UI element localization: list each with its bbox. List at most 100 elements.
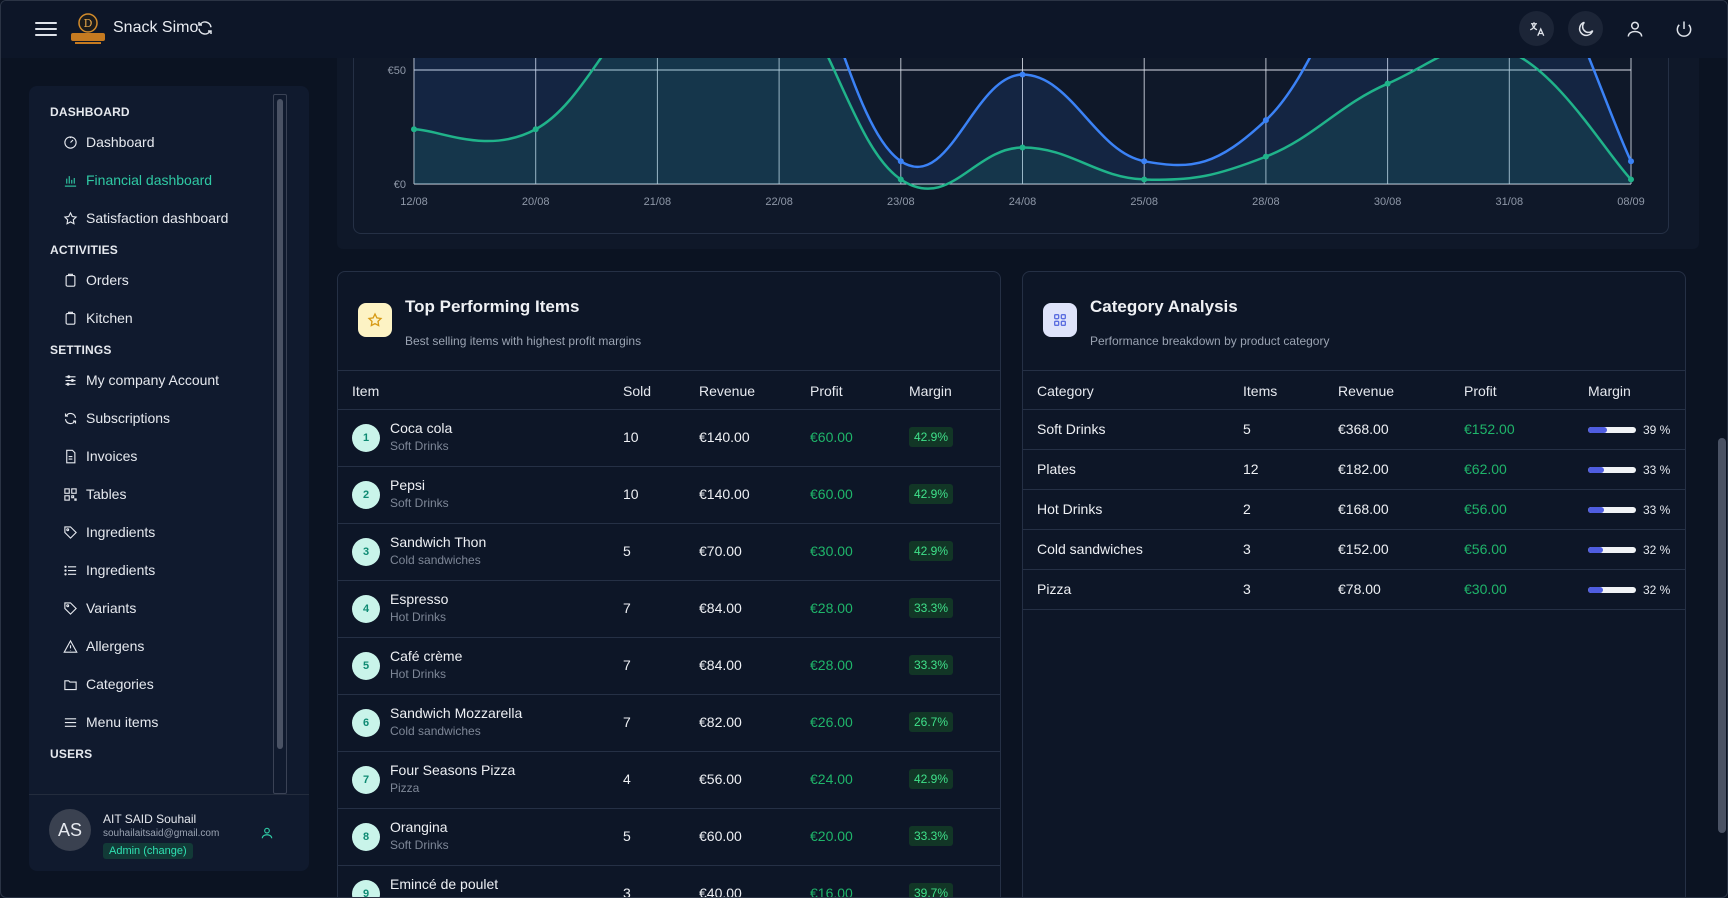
col-header-revenue[interactable]: Revenue — [699, 383, 756, 399]
item-profit: €60.00 — [810, 486, 853, 502]
sidebar-item-financial-dashboard[interactable]: Financial dashboard — [63, 167, 212, 193]
table-row[interactable]: Pizza 3 €78.00 €30.00 32 % — [1023, 570, 1685, 610]
theme-toggle-button[interactable] — [1568, 11, 1603, 46]
svg-text:D: D — [84, 17, 93, 30]
col-header-profit[interactable]: Profit — [810, 383, 843, 399]
sidebar-item-dashboard[interactable]: Dashboard — [63, 129, 155, 155]
sidebar-item-my-company-account[interactable]: My company Account — [63, 367, 219, 393]
table-row[interactable]: Plates 12 €182.00 €62.00 33 % — [1023, 450, 1685, 490]
item-sold: 10 — [623, 429, 639, 445]
table-row[interactable]: 2 Pepsi Soft Drinks 10 €140.00 €60.00 42.9% — [338, 467, 1000, 524]
margin-bar-fill — [1588, 427, 1607, 433]
sidebar-item-invoices[interactable]: Invoices — [63, 443, 137, 469]
main-scrollbar[interactable] — [1717, 58, 1727, 897]
sidebar-item-label: Allergens — [86, 638, 145, 654]
col-header-revenue[interactable]: Revenue — [1338, 383, 1395, 399]
translate-button[interactable] — [1519, 11, 1554, 46]
sidebar-item-kitchen[interactable]: Kitchen — [63, 305, 133, 331]
col-header-category[interactable]: Category — [1037, 383, 1094, 399]
x-tick-label: 24/08 — [1009, 196, 1037, 208]
table-row[interactable]: 8 Orangina Soft Drinks 5 €60.00 €20.00 33.3% — [338, 809, 1000, 866]
category-items: 3 — [1243, 541, 1251, 557]
sidebar-item-menu-items[interactable]: Menu items — [63, 709, 158, 735]
margin-bar — [1588, 507, 1636, 513]
table-row[interactable]: Cold sandwiches 3 €152.00 €56.00 32 % — [1023, 530, 1685, 570]
x-tick-label: 21/08 — [644, 196, 672, 208]
col-header-profit[interactable]: Profit — [1464, 383, 1497, 399]
margin-badge: 42.9% — [909, 484, 954, 504]
col-header-margin[interactable]: Margin — [1588, 383, 1631, 399]
table-row[interactable]: Soft Drinks 5 €368.00 €152.00 39 % — [1023, 410, 1685, 450]
item-name: Pepsi — [390, 477, 426, 493]
y-tick-label: €0 — [394, 179, 406, 191]
item-profit: €60.00 — [810, 429, 853, 445]
main-scroll-thumb[interactable] — [1718, 438, 1726, 833]
sidebar-item-label: Financial dashboard — [86, 172, 213, 188]
item-category: Hot Drinks — [390, 667, 447, 681]
menu-icon[interactable] — [35, 19, 57, 39]
col-header-item[interactable]: Item — [352, 383, 380, 399]
category-profit: €30.00 — [1464, 581, 1507, 597]
sidebar-item-subscriptions[interactable]: Subscriptions — [63, 405, 170, 431]
item-revenue: €140.00 — [699, 486, 750, 502]
sidebar-item-label: Ingredients — [86, 562, 156, 578]
data-point — [897, 158, 904, 165]
sidebar-item-categories[interactable]: Categories — [63, 671, 154, 697]
avatar[interactable]: AS — [49, 809, 91, 851]
table-row[interactable]: Hot Drinks 2 €168.00 €56.00 33 % — [1023, 490, 1685, 530]
table-row[interactable]: 7 Four Seasons Pizza Pizza 4 €56.00 €24.00 42.… — [338, 752, 1000, 809]
col-header-margin[interactable]: Margin — [909, 383, 952, 399]
data-point — [1262, 117, 1269, 124]
user-role-badge[interactable]: Admin (change) — [103, 843, 193, 859]
divider — [338, 409, 1000, 410]
category-profit: €152.00 — [1464, 421, 1515, 437]
margin-bar-fill — [1588, 467, 1604, 473]
sidebar: DASHBOARD Dashboard Financial dashboard Sat… — [29, 86, 309, 871]
user-settings-icon[interactable] — [260, 826, 274, 840]
margin-percent: 32 % — [1643, 583, 1671, 597]
col-header-items[interactable]: Items — [1243, 383, 1278, 399]
sidebar-scrollbar[interactable] — [273, 94, 287, 794]
clipboard-icon — [65, 273, 76, 287]
top-actions — [1519, 11, 1701, 46]
data-point — [1262, 153, 1269, 160]
table-row[interactable]: 4 Espresso Hot Drinks 7 €84.00 €28.00 33.3% — [338, 581, 1000, 638]
menu-icon — [64, 717, 77, 727]
item-category: Hot Drinks — [390, 610, 447, 624]
margin-badge: 42.9% — [909, 769, 954, 789]
sidebar-item-tables[interactable]: Tables — [63, 481, 126, 507]
profile-button[interactable] — [1617, 11, 1652, 46]
margin-badge: 42.9% — [909, 541, 954, 561]
sidebar-item-orders[interactable]: Orders — [63, 267, 129, 293]
sidebar-item-satisfaction-dashboard[interactable]: Satisfaction dashboard — [63, 205, 228, 231]
category-revenue: €368.00 — [1338, 421, 1389, 437]
col-header-sold[interactable]: Sold — [623, 383, 652, 399]
y-tick-label: €50 — [388, 65, 406, 77]
data-point — [411, 126, 417, 133]
table-row[interactable]: 3 Sandwich Thon Cold sandwiches 5 €70.00 €30.… — [338, 524, 1000, 581]
category-name: Hot Drinks — [1037, 501, 1103, 517]
revenue-chart-panel: €0 €50 12/08 20/08 21/08 22/08 23/08 24/08 25/08… — [337, 58, 1699, 249]
table-row[interactable]: 1 Coca cola Soft Drinks 10 €140.00 €60.00 42.9… — [338, 410, 1000, 467]
sidebar-item-ingredients[interactable]: Ingredients — [63, 519, 155, 545]
sidebar-item-label: Dashboard — [86, 134, 155, 150]
category-profit: €62.00 — [1464, 461, 1507, 477]
sidebar-item-ingredients[interactable]: Ingredients — [63, 557, 155, 583]
table-row[interactable]: 6 Sandwich Mozzarella Cold sandwiches 7 €82.… — [338, 695, 1000, 752]
margin-bar-fill — [1588, 587, 1604, 593]
sidebar-item-variants[interactable]: Variants — [63, 595, 136, 621]
rank-badge: 2 — [352, 481, 380, 509]
translate-icon — [1529, 21, 1544, 36]
sidebar-scroll-thumb[interactable] — [277, 99, 283, 749]
sidebar-item-label: Menu items — [86, 714, 159, 730]
logout-button[interactable] — [1666, 11, 1701, 46]
sidebar-item-allergens[interactable]: Allergens — [63, 633, 144, 659]
item-sold: 7 — [623, 600, 631, 616]
folder-icon — [64, 679, 77, 690]
table-row[interactable]: 9 Emincé de poulet Plates 3 €40.00 €16.00 39.7… — [338, 866, 1000, 898]
table-row[interactable]: 5 Café crème Hot Drinks 7 €84.00 €28.00 33.3% — [338, 638, 1000, 695]
refresh-icon[interactable] — [196, 19, 214, 37]
item-name: Four Seasons Pizza — [390, 762, 516, 778]
item-sold: 3 — [623, 885, 631, 898]
user-icon — [1627, 21, 1642, 37]
